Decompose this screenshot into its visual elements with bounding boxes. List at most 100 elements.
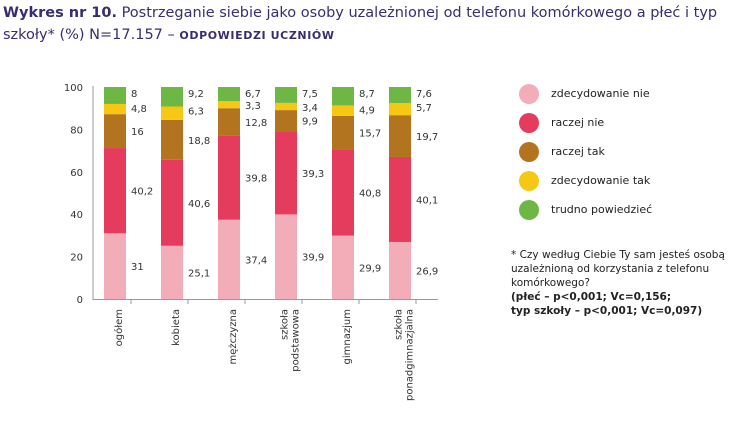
- legend-label: raczej nie: [551, 116, 605, 129]
- bar-segment: [161, 87, 183, 107]
- chart-title-prefix: Wykres nr 10.: [3, 5, 117, 21]
- data-label: 5,7: [416, 103, 432, 114]
- data-label: 7,5: [302, 89, 318, 100]
- data-label: 6,3: [188, 107, 204, 118]
- data-label: 6,7: [245, 89, 261, 100]
- data-label: 9,2: [188, 89, 204, 100]
- legend-item: raczej nie: [519, 113, 719, 135]
- bar-segment: [275, 87, 297, 103]
- x-category-label-line: gimnazjum: [342, 309, 353, 364]
- y-tick-label: 40: [70, 210, 83, 221]
- data-label: 8: [131, 89, 137, 100]
- footnote-stats-line1: (płeć – p<0,001; Vc=0,156;: [511, 291, 672, 303]
- x-category-label-line: kobieta: [171, 309, 182, 346]
- bar-segment: [218, 87, 240, 102]
- bar-segment: [389, 87, 411, 104]
- x-category-label-line: szkoła: [280, 309, 291, 340]
- bar-segment: [218, 219, 240, 299]
- bar-segment: [275, 102, 297, 111]
- bar-segment: [275, 214, 297, 299]
- x-category-label-line: mężczyzna: [228, 309, 239, 365]
- x-category-label: gimnazjum: [342, 309, 353, 364]
- bar-segment: [104, 148, 126, 234]
- data-label: 39,3: [302, 169, 324, 180]
- data-label: 31: [131, 262, 144, 273]
- data-label: 39,8: [245, 174, 267, 185]
- bar-segment: [275, 110, 297, 132]
- x-category-label: szkoła podstawowa: [280, 309, 302, 372]
- legend-swatch: [519, 200, 539, 220]
- legend-swatch: [519, 84, 539, 104]
- data-label: 3,4: [302, 103, 318, 114]
- x-category-label-line: szkoła: [394, 309, 405, 340]
- data-label: 9,9: [302, 117, 318, 128]
- chart-title-text: Postrzeganie siebie jako osoby uzależnio…: [3, 5, 718, 43]
- y-tick-label: 0: [77, 295, 83, 306]
- data-label: 40,1: [416, 195, 438, 206]
- data-label: 3,3: [245, 101, 261, 112]
- bar-segment: [161, 119, 183, 160]
- bar-segment: [389, 156, 411, 242]
- bar-segment: [104, 114, 126, 149]
- footnote-question: * Czy według Ciebie Ty sam jesteś osobą …: [511, 249, 725, 289]
- x-category-label: mężczyzna: [228, 309, 239, 365]
- chart-title: Wykres nr 10. Postrzeganie siebie jako o…: [3, 2, 723, 47]
- bar-segment: [332, 115, 354, 150]
- legend-item: zdecydowanie tak: [519, 171, 719, 193]
- chart-footnote: * Czy według Ciebie Ty sam jesteś osobą …: [511, 248, 726, 318]
- x-category-label-line: podstawowa: [291, 309, 302, 372]
- legend-label: trudno powiedzieć: [551, 203, 653, 216]
- data-label: 16: [131, 127, 144, 138]
- bar-segment: [332, 235, 354, 299]
- legend-item: trudno powiedzieć: [519, 200, 719, 222]
- bar-segment: [389, 115, 411, 157]
- chart-title-source: ODPOWIEDZI UCZNIÓW: [179, 29, 335, 42]
- y-tick-label: 20: [70, 253, 83, 264]
- legend-item: raczej tak: [519, 142, 719, 164]
- legend-label: zdecydowanie nie: [551, 87, 650, 100]
- bar-segment: [161, 245, 183, 299]
- legend-swatch: [519, 113, 539, 133]
- bar-segment: [104, 103, 126, 115]
- bar-segment: [275, 131, 297, 215]
- bar-segment: [332, 149, 354, 236]
- data-label: 37,4: [245, 255, 267, 266]
- data-label: 40,6: [188, 199, 210, 210]
- x-category-label: szkoła ponadgimnazjalna: [394, 309, 416, 401]
- bar-segment: [161, 159, 183, 246]
- data-label: 8,7: [359, 89, 375, 100]
- data-label: 4,8: [131, 104, 147, 115]
- data-label: 40,2: [131, 187, 153, 198]
- y-tick-label: 60: [70, 168, 83, 179]
- bar-segment: [332, 105, 354, 116]
- data-label: 15,7: [359, 128, 381, 139]
- bar-segment: [104, 87, 126, 104]
- bar-segment: [161, 106, 183, 120]
- data-label: 25,1: [188, 268, 210, 279]
- legend-label: zdecydowanie tak: [551, 174, 651, 187]
- data-label: 29,9: [359, 263, 381, 274]
- x-category-label: ogółem: [113, 309, 125, 346]
- data-label: 12,8: [245, 118, 267, 129]
- x-category-label: kobieta: [171, 309, 182, 346]
- legend-swatch: [519, 171, 539, 191]
- data-label: 39,9: [302, 253, 324, 264]
- data-label: 26,9: [416, 266, 438, 277]
- bar-segment: [389, 103, 411, 116]
- y-tick-label: 80: [70, 125, 83, 136]
- bar-segment: [218, 101, 240, 109]
- y-tick-label: 100: [64, 83, 83, 94]
- bar-segment: [332, 87, 354, 106]
- legend-swatch: [519, 142, 539, 162]
- data-label: 19,7: [416, 132, 438, 143]
- data-label: 7,6: [416, 89, 432, 100]
- data-label: 40,8: [359, 188, 381, 199]
- bar-segment: [218, 135, 240, 220]
- legend-label: raczej tak: [551, 145, 605, 158]
- bar-segment: [218, 108, 240, 136]
- footnote-stats-line2: typ szkoły – p<0,001; Vc=0,097): [511, 305, 703, 317]
- bar-segment: [104, 233, 126, 299]
- bar-segment: [389, 241, 411, 299]
- x-category-label-line: ponadgimnazjalna: [405, 309, 416, 401]
